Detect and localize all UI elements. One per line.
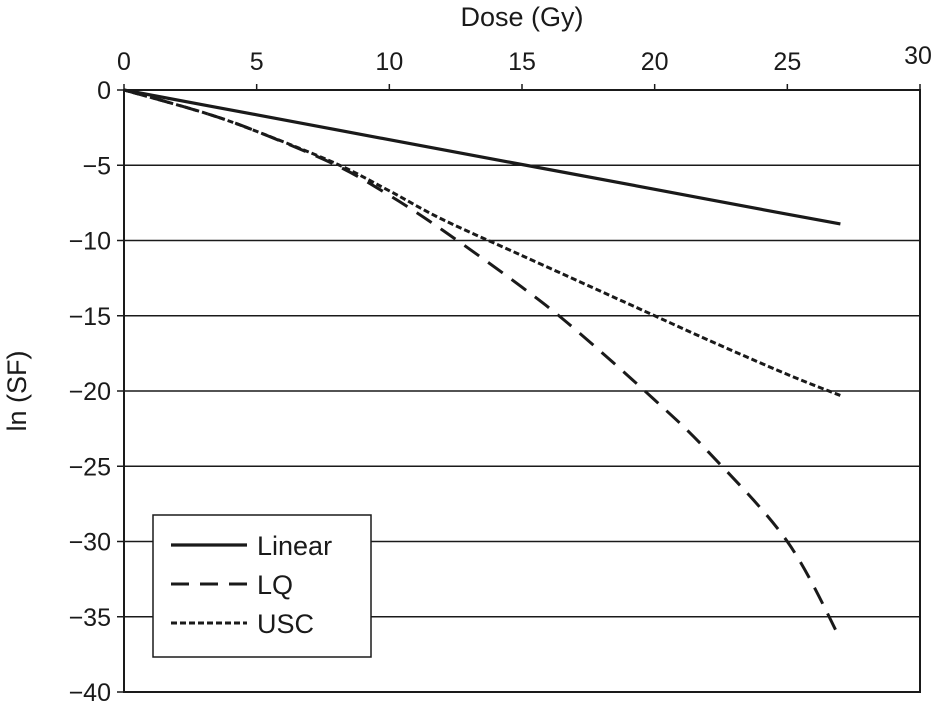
series-line-linear bbox=[123, 88, 841, 226]
y-tick-label: 0 bbox=[97, 77, 111, 105]
x-axis-title: Dose (Gy) bbox=[460, 2, 583, 32]
y-tick-label: −25 bbox=[69, 453, 111, 481]
x-tick-label: 20 bbox=[641, 48, 669, 76]
legend-label-linear: Linear bbox=[257, 531, 332, 561]
y-tick-label: −35 bbox=[69, 604, 111, 632]
x-tick-label: 5 bbox=[250, 48, 264, 76]
series-line-usc bbox=[123, 88, 841, 397]
series-line-lq bbox=[123, 88, 842, 641]
y-axis-title: ln (SF) bbox=[2, 351, 32, 432]
series-lines bbox=[123, 88, 842, 641]
y-tick-label: −5 bbox=[82, 152, 111, 180]
x-tick-label: 0 bbox=[117, 48, 131, 76]
x-axis-ticks: 0 5 10 15 20 25 30 bbox=[117, 42, 932, 90]
y-tick-label: −10 bbox=[69, 228, 111, 256]
legend: Linear LQ USC bbox=[152, 514, 372, 658]
legend-label-lq: LQ bbox=[257, 570, 293, 600]
legend-label-usc: USC bbox=[257, 609, 314, 639]
x-tick-label: 25 bbox=[773, 48, 801, 76]
x-tick-label: 30 bbox=[904, 42, 932, 70]
y-tick-label: −40 bbox=[69, 679, 111, 704]
y-axis-ticks: 0 −5 −10 −15 −20 −25 −30 −35 −40 bbox=[69, 77, 124, 704]
y-tick-label: −15 bbox=[69, 303, 111, 331]
y-tick-label: −20 bbox=[69, 378, 111, 406]
y-tick-label: −30 bbox=[69, 529, 111, 557]
x-tick-label: 10 bbox=[375, 48, 403, 76]
legend-box bbox=[152, 514, 372, 658]
x-tick-label: 15 bbox=[508, 48, 536, 76]
